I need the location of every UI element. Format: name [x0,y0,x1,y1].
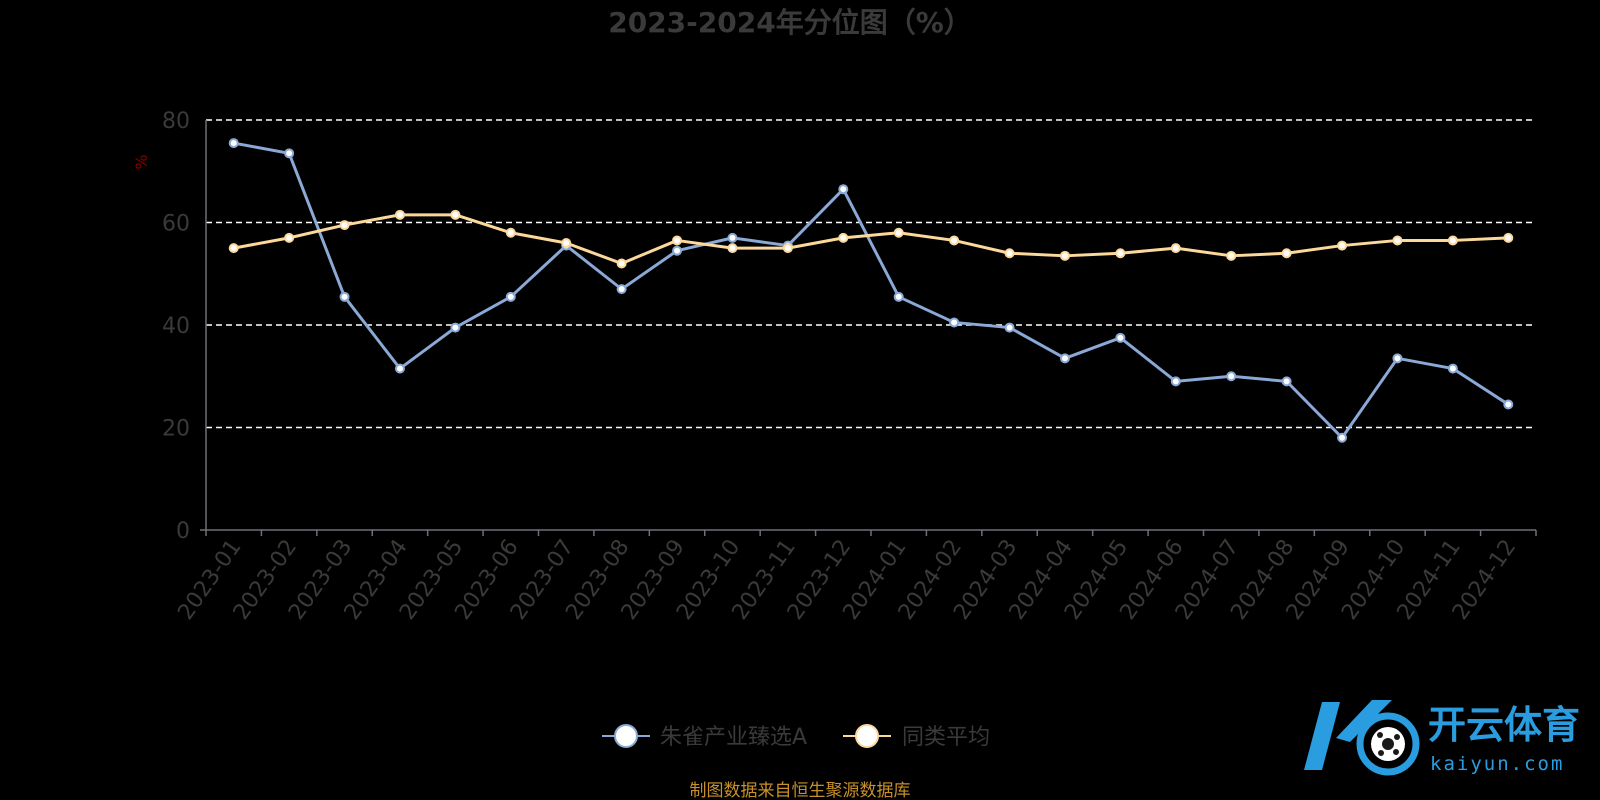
y-tick-label: 40 [162,314,190,339]
data-point[interactable] [1281,376,1292,387]
data-point[interactable] [1281,248,1292,259]
data-point[interactable] [228,138,239,149]
data-point[interactable] [782,243,793,254]
data-point[interactable] [339,291,350,302]
axes [200,120,1537,536]
y-axis-label: % [132,154,151,169]
data-point[interactable] [1059,353,1070,364]
data-point[interactable] [1392,235,1403,246]
data-point[interactable] [838,232,849,243]
data-point[interactable] [1226,250,1237,261]
data-point[interactable] [1170,376,1181,387]
data-point[interactable] [1004,322,1015,333]
data-point[interactable] [1503,399,1514,410]
logo-k-emblem [1304,700,1420,776]
chart-title: 2023-2024年分位图（%） [608,6,972,39]
watermark-logo: 开云体育 kaiyun.com [1304,700,1580,776]
x-tick-labels: 2023-012023-022023-032023-042023-052023-… [173,535,1521,625]
legend[interactable]: 朱雀产业臻选A 同类平均 [602,724,990,750]
data-point[interactable] [505,291,516,302]
y-tick-labels: 0 20 40 60 80 [162,109,190,544]
series-0 [228,138,1514,443]
y-tick-label: 80 [162,109,190,134]
data-point[interactable] [1170,243,1181,254]
y-tick-label: 60 [162,212,190,237]
data-point[interactable] [450,209,461,220]
watermark-cn: 开云体育 [1428,703,1580,747]
data-point[interactable] [1115,332,1126,343]
data-point[interactable] [949,235,960,246]
y-tick-label: 20 [162,417,190,442]
data-point[interactable] [394,209,405,220]
series-line [233,213,1509,265]
series-lines [228,138,1514,443]
data-point[interactable] [1115,248,1126,259]
data-point[interactable] [838,184,849,195]
data-point[interactable] [949,317,960,328]
data-point[interactable] [1337,240,1348,251]
data-point[interactable] [339,220,350,231]
data-point[interactable] [1226,371,1237,382]
watermark-en: kaiyun.com [1430,753,1564,775]
series-line [233,141,1510,440]
data-point[interactable] [1392,353,1403,364]
data-point[interactable] [616,284,627,295]
data-point[interactable] [672,235,683,246]
data-point[interactable] [893,227,904,238]
legend-label-average: 同类平均 [902,725,990,750]
y-tick-label: 0 [176,519,190,544]
data-point[interactable] [1004,248,1015,259]
data-point[interactable] [727,243,738,254]
data-point[interactable] [450,322,461,333]
series-1 [228,209,1514,269]
legend-marker-average [855,724,879,748]
grid-lines [206,119,1536,429]
data-point[interactable] [394,363,405,374]
data-point[interactable] [616,258,627,269]
legend-marker-fund [614,724,638,748]
data-point[interactable] [727,232,738,243]
data-source-note: 制图数据来自恒生聚源数据库 [690,781,911,800]
data-point[interactable] [1447,363,1458,374]
data-point[interactable] [1503,232,1514,243]
data-point[interactable] [284,148,295,159]
data-point[interactable] [672,245,683,256]
data-point[interactable] [284,232,295,243]
data-point[interactable] [228,243,239,254]
data-point[interactable] [561,238,572,248]
data-point[interactable] [1447,235,1458,246]
legend-item-fund[interactable]: 朱雀产业臻选A [602,724,807,750]
data-point[interactable] [893,291,904,302]
data-point[interactable] [1337,432,1348,443]
legend-item-average[interactable]: 同类平均 [843,724,990,750]
data-point[interactable] [1059,250,1070,261]
data-point[interactable] [505,227,516,238]
legend-label-fund: 朱雀产业臻选A [660,725,807,750]
